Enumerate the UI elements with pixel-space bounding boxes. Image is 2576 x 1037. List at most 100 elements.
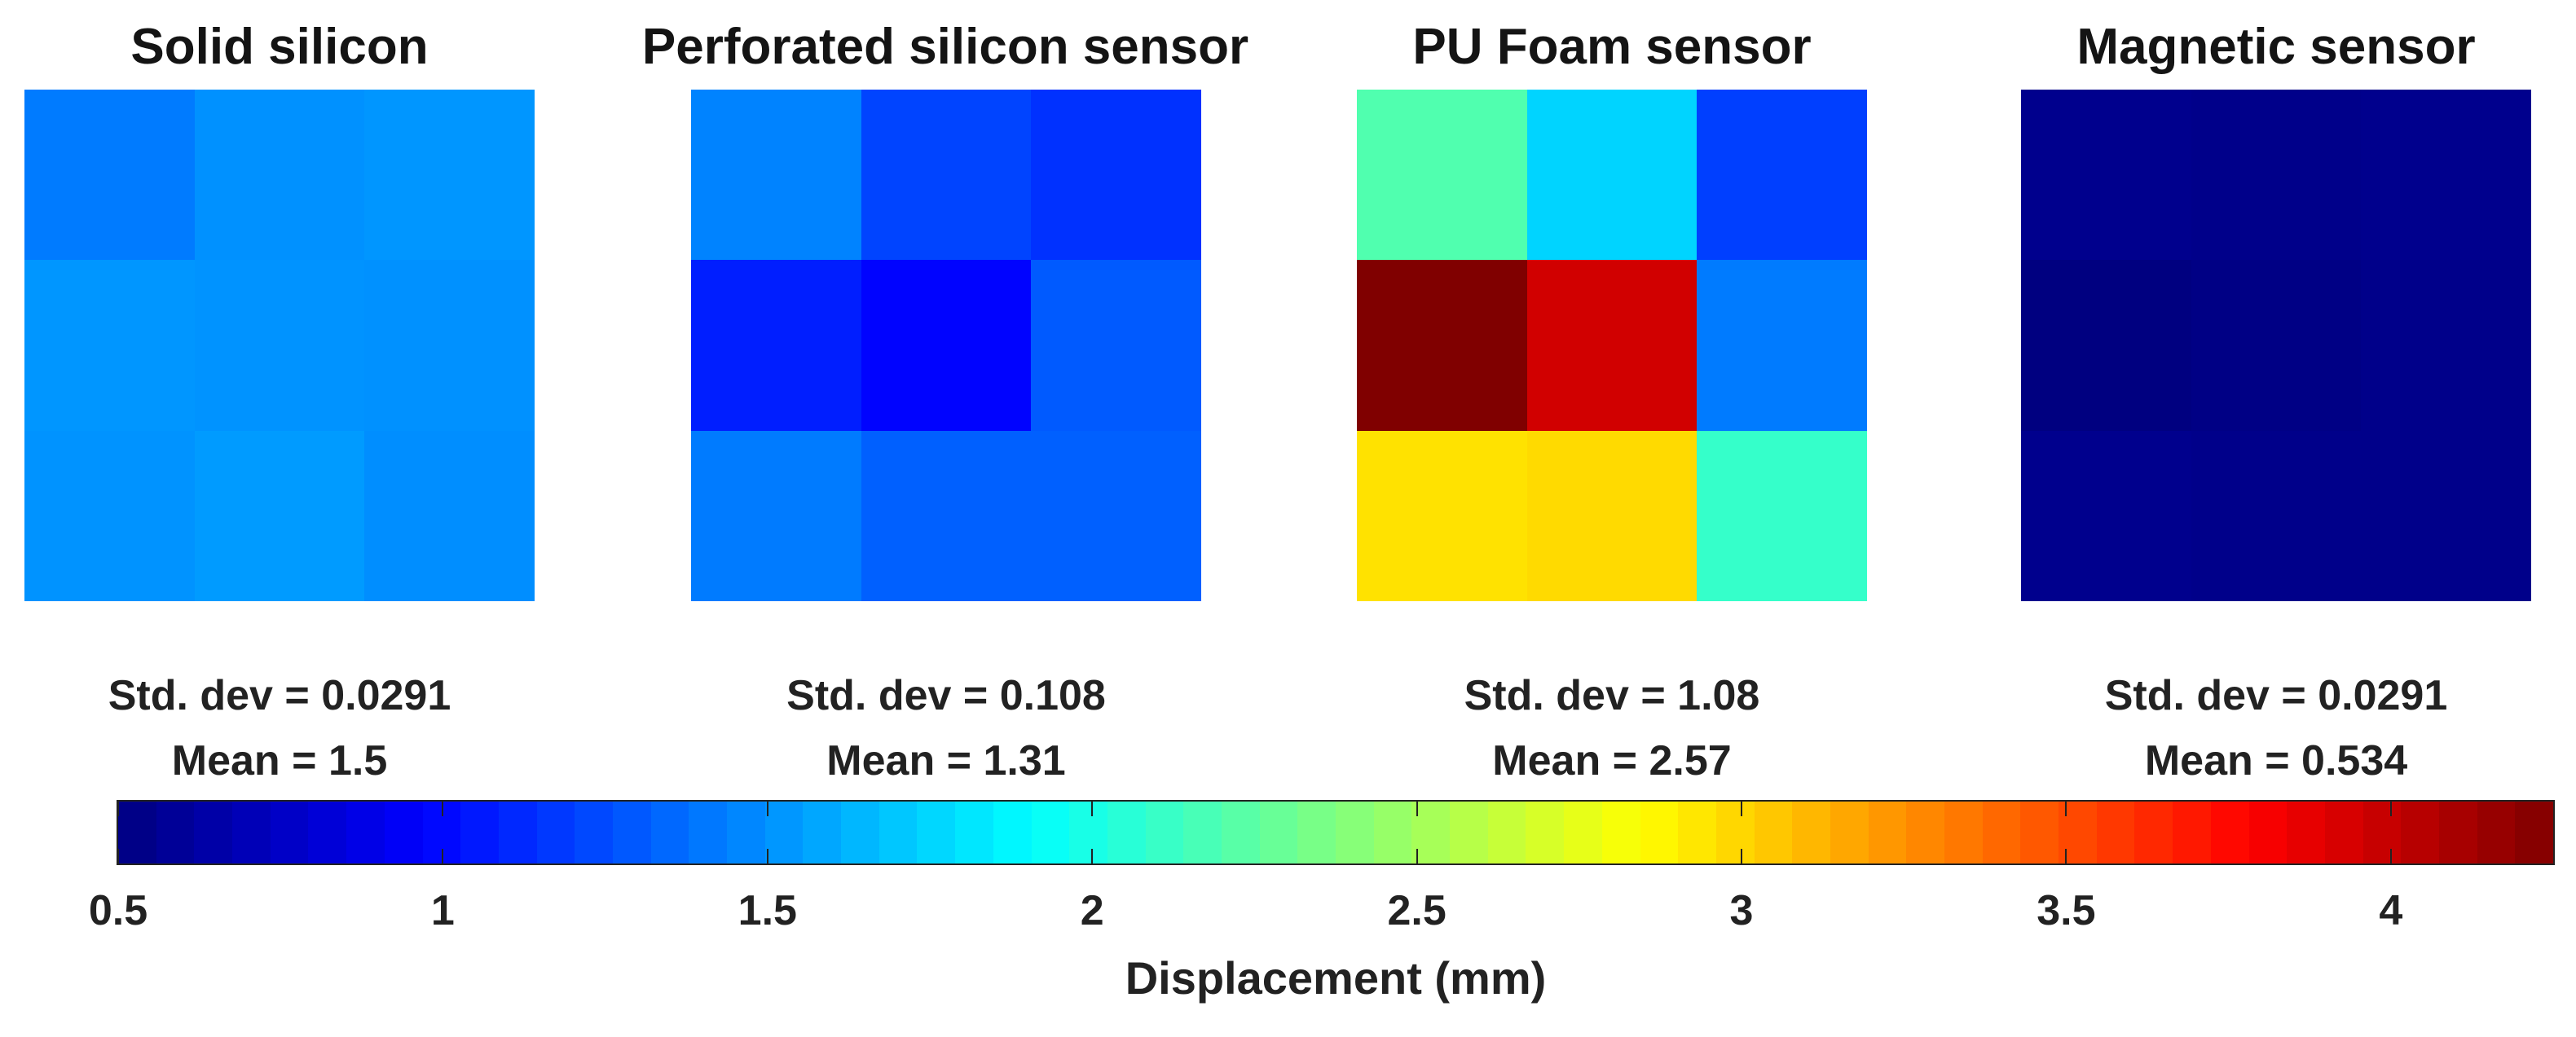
colorbar-segment [1107,802,1146,863]
colorbar-segment [2515,802,2553,863]
colorbar-segment [1450,802,1488,863]
colorbar-segment [2439,802,2477,863]
std-dev-magnetic: Std. dev = 0.0291 [2104,672,2448,719]
heatmap-cell [1527,431,1697,601]
colorbar-segment [1906,802,1944,863]
colorbar-segment [689,802,727,863]
colorbar-tick-label: 3 [1729,887,1754,934]
colorbar-segment [1183,802,1222,863]
panel-title-magnetic: Magnetic sensor [2076,19,2476,75]
colorbar-segment [613,802,651,863]
heatmap-cell [861,260,1031,431]
colorbar-segment [1716,802,1755,863]
colorbar-segment [765,802,803,863]
mean-magnetic: Mean = 0.534 [2144,737,2408,784]
colorbar-segment [1755,802,1792,863]
colorbar-segment [1411,802,1450,863]
heatmap-magnetic [2021,90,2531,601]
colorbar-segment [879,802,917,863]
colorbar-segment [1069,802,1107,863]
colorbar-segment [385,802,423,863]
colorbar-segment [1297,802,1336,863]
colorbar-segment [232,802,271,863]
heatmap-cell [1357,260,1527,431]
colorbar-tick-top [2389,802,2392,816]
heatmap-cell [1031,431,1201,601]
std-dev-solid-silicon: Std. dev = 0.0291 [108,672,451,719]
colorbar-tick [2065,849,2067,863]
colorbar-segment [156,802,194,863]
heatmap-cell [1357,431,1527,601]
colorbar-segment [1983,802,2020,863]
colorbar-tick-label: 1.5 [738,887,797,934]
heatmap-cell [2191,90,2361,260]
colorbar-segment [841,802,879,863]
heatmap-cell [364,90,535,260]
heatmap-cell [1697,431,1867,601]
colorbar-tick [1091,849,1094,863]
colorbar [117,800,2555,865]
colorbar-label: Displacement (mm) [1125,952,1547,1004]
colorbar-tick-label: 1 [430,887,455,934]
colorbar-segment [271,802,308,863]
heatmap-cell [691,431,861,601]
colorbar-segment [2477,802,2515,863]
heatmap-cell [691,90,861,260]
colorbar-segment [2173,802,2211,863]
panel-title-pu-foam: PU Foam sensor [1412,19,1812,75]
mean-solid-silicon: Mean = 1.5 [171,737,388,784]
heatmap-cell [364,260,535,431]
colorbar-tick-top [1741,802,1742,816]
colorbar-segment [917,802,955,863]
heatmap-cell [1357,90,1527,260]
heatmap-cell [1527,90,1697,260]
colorbar-tick-label: 3.5 [2037,887,2096,934]
colorbar-segment [1678,802,1716,863]
colorbar-segment [2249,802,2287,863]
colorbar-tick-label: 2 [1080,887,1104,934]
heatmap-cell [691,260,861,431]
colorbar-tick-top [2065,802,2067,816]
colorbar-segment [2020,802,2059,863]
colorbar-segment [499,802,537,863]
heatmap-cell [195,431,364,601]
heatmap-cell [2021,431,2191,601]
colorbar-tick-top [442,802,444,816]
heatmap-cell [861,431,1031,601]
heatmap-cell [1527,260,1697,431]
colorbar-segment [194,802,232,863]
colorbar-segment [2401,802,2439,863]
mean-perforated-silicon: Mean = 1.31 [826,737,1066,784]
colorbar-segment [1374,802,1411,863]
heatmap-cell [861,90,1031,260]
colorbar-segment [2097,802,2134,863]
heatmap-cell [2191,260,2361,431]
heatmap-cell [1697,90,1867,260]
colorbar-segment [1260,802,1297,863]
std-dev-perforated-silicon: Std. dev = 0.108 [786,672,1106,719]
colorbar-segment [955,802,993,863]
heatmap-perforated-silicon [691,90,1201,601]
heatmap-cell [1031,260,1201,431]
heatmap-cell [2191,431,2361,601]
heatmap-cell [2021,90,2191,260]
colorbar-segment [575,802,613,863]
colorbar-tick [2389,849,2392,863]
colorbar-tick [1416,849,1418,863]
heatmap-cell [2361,90,2531,260]
colorbar-segment [1032,802,1069,863]
panel-title-solid-silicon: Solid silicon [130,19,429,75]
colorbar-tick [117,849,119,863]
colorbar-tick [442,849,444,863]
heatmap-pu-foam [1357,90,1867,601]
heatmap-cell [2361,260,2531,431]
colorbar-segment [1640,802,1678,863]
colorbar-tick-top [1091,802,1094,816]
colorbar-segment [1222,802,1260,863]
colorbar-segment [2134,802,2173,863]
heatmap-cell [364,431,535,601]
std-dev-pu-foam: Std. dev = 1.08 [1464,672,1760,719]
colorbar-segment [2363,802,2401,863]
colorbar-segment [2211,802,2249,863]
